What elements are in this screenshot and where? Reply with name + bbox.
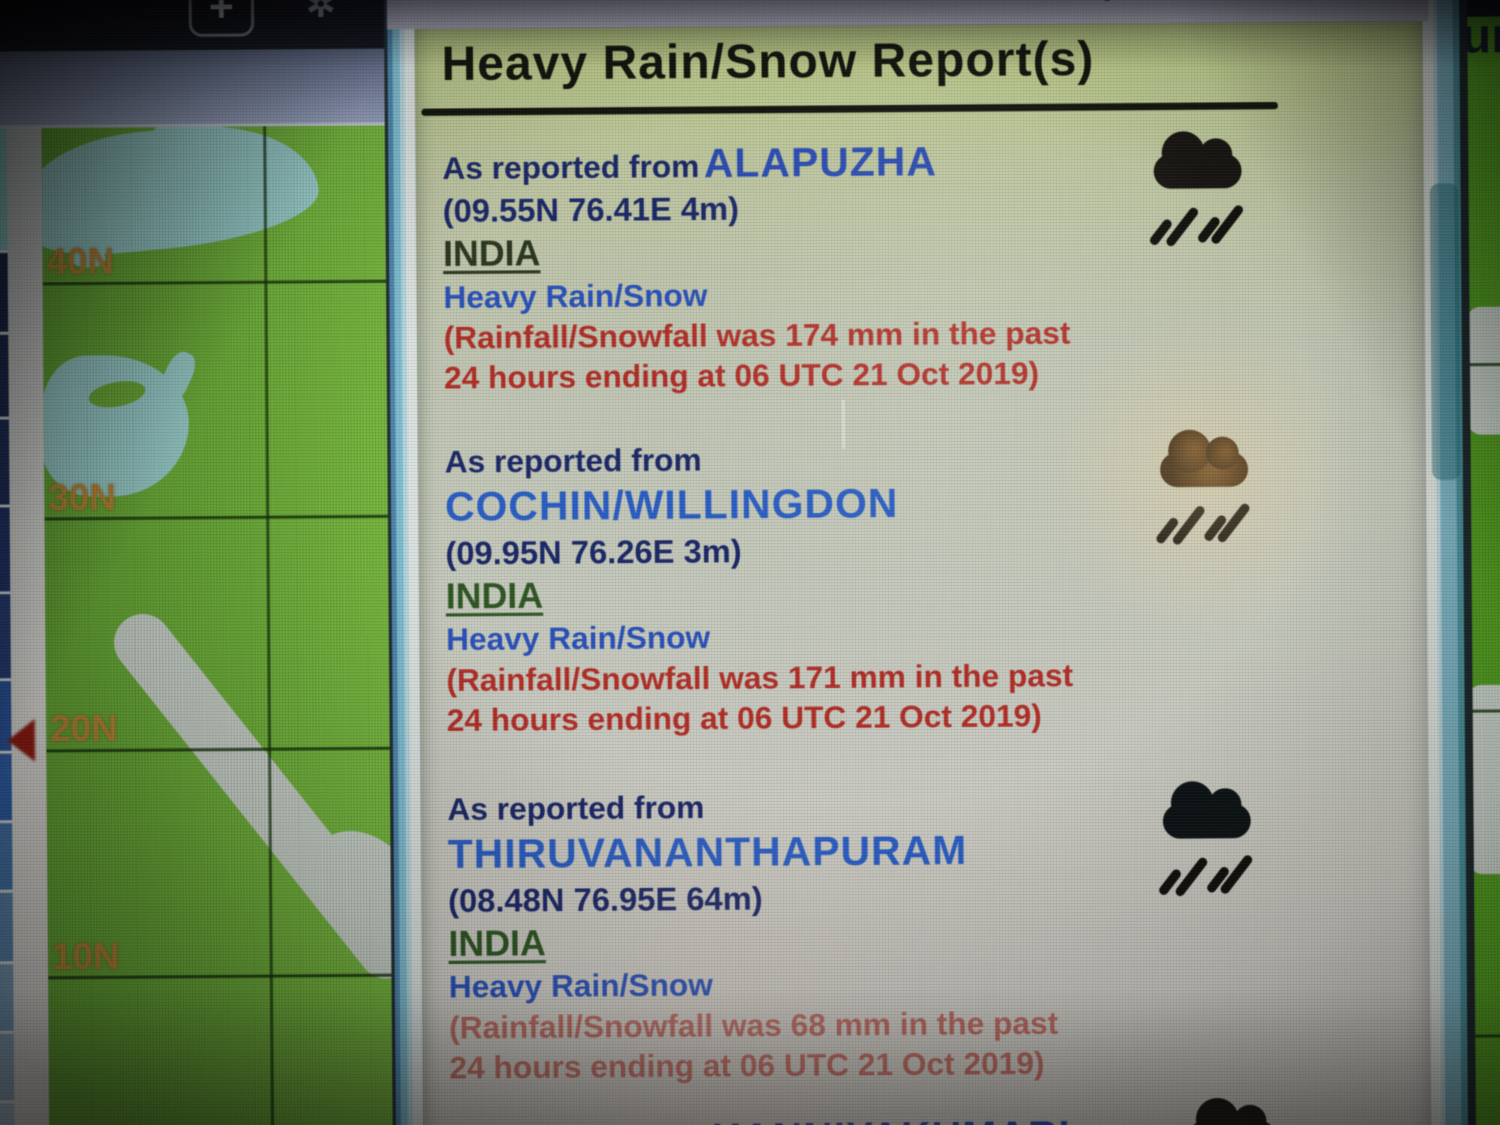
latitude-label-10n: 10N: [51, 934, 120, 978]
station-coordinates: (09.95N 76.26E 3m): [445, 532, 742, 572]
station-coordinates: (08.48N 76.95E 64m): [447, 879, 763, 920]
legend-swatch: [0, 892, 14, 965]
legend-swatch: [0, 1103, 15, 1125]
rain-cloud-icon: [1154, 427, 1274, 571]
background-map-window: + ✲: [0, 0, 401, 1125]
country-link[interactable]: INDIA: [448, 923, 546, 964]
event-type: Heavy Rain/Snow: [445, 619, 711, 658]
legend-swatch: [0, 753, 13, 824]
scrollbar-thumb[interactable]: [1429, 183, 1461, 480]
map-canvas: 40N 30N 20N 10N: [41, 122, 401, 1125]
title-divider: [421, 102, 1278, 116]
report-entry: As reported from COCHIN/WILLINGDON (09.9…: [444, 436, 1203, 740]
rainfall-detail-line2: 24 hours ending at 06 UTC 21 Oct 2019): [446, 697, 1042, 739]
rain-streaks: [1148, 201, 1267, 255]
station-name: ALAPUZHA: [703, 139, 938, 187]
event-type: Heavy Rain/Snow: [443, 277, 708, 316]
rain-cloud-icon: [1148, 129, 1267, 273]
rainfall-detail-line1: (Rainfall/Snowfall was 68 mm in the past: [448, 1005, 1059, 1046]
url-bar-extra-text: | HOƧIKLI R >: [1102, 0, 1327, 2]
rain-cloud-icon: [1187, 1112, 1302, 1125]
legend-swatch: [0, 964, 14, 1035]
screen-reflection-artifact: [841, 399, 846, 449]
cloud-shape: [1162, 803, 1251, 839]
rainfall-detail-line1: (Rainfall/Snowfall was 171 mm in the pas…: [446, 657, 1074, 699]
rain-streaks: [1157, 851, 1276, 905]
country-link[interactable]: INDIA: [442, 233, 541, 275]
heavy-rain-report-window: severe.worldweather.wmo.int/rain/b... | …: [383, 0, 1477, 1125]
report-entry: As reported from THIRUVANANTHAPURAM (08.…: [447, 783, 1206, 1087]
country-link[interactable]: INDIA: [445, 575, 544, 617]
sliver-coast-patch: [1467, 306, 1500, 435]
rainfall-detail-line2: 24 hours ending at 06 UTC 21 Oct 2019): [449, 1045, 1045, 1086]
url-text[interactable]: severe.worldweather.wmo.int/rain/b...: [450, 0, 1085, 7]
page-title: Heavy Rain/Snow Report(s): [441, 30, 1095, 91]
cloud-shape: [1159, 451, 1249, 488]
report-page-content: Heavy Rain/Snow Report(s) As reported fr…: [414, 21, 1432, 1125]
report-intro: As reported from: [444, 441, 702, 480]
new-tab-button[interactable]: +: [188, 0, 255, 37]
station-name: KANNIYAKUMARI: [711, 1113, 1071, 1125]
rainfall-detail-line1: (Rainfall/Snowfall was 174 mm in the pas…: [443, 315, 1071, 356]
map-pointer-arrow-icon: [7, 718, 36, 763]
station-coordinates: (09.55N 76.41E 4m): [442, 190, 740, 230]
red-sea: [102, 602, 401, 991]
latitude-label-20n: 20N: [50, 706, 118, 750]
rainfall-detail-line2: 24 hours ending at 06 UTC 21 Oct 2019): [443, 355, 1040, 396]
window-scrollbar-track[interactable]: [1421, 0, 1477, 1125]
browser-toolbar: [0, 48, 393, 129]
event-type: Heavy Rain/Snow: [448, 967, 714, 1005]
browser-tab-bar: + ✲: [0, 0, 393, 52]
legend-swatch: [0, 594, 11, 682]
cloud-shape: [1153, 153, 1242, 189]
report-entry-partial: As reported from KANNIYAKUMARI: [450, 1112, 1207, 1125]
rain-cloud-icon: [1157, 779, 1277, 923]
station-name: COCHIN/WILLINGDON: [444, 481, 899, 530]
report-intro: As reported from: [447, 789, 705, 828]
latitude-label-40n: 40N: [46, 239, 115, 283]
report-entry: As reported from ALAPUZHA (09.55N 76.41E…: [442, 137, 1200, 397]
report-intro: As reported from: [442, 148, 700, 187]
close-icon[interactable]: ✲: [305, 0, 336, 25]
rain-streaks: [1154, 500, 1273, 554]
legend-swatch: [0, 823, 13, 893]
station-name: THIRUVANANTHAPURAM: [447, 828, 968, 878]
latitude-label-30n: 30N: [48, 476, 117, 519]
cloud-shape: [1187, 1119, 1276, 1125]
legend-swatch: [0, 1033, 15, 1104]
